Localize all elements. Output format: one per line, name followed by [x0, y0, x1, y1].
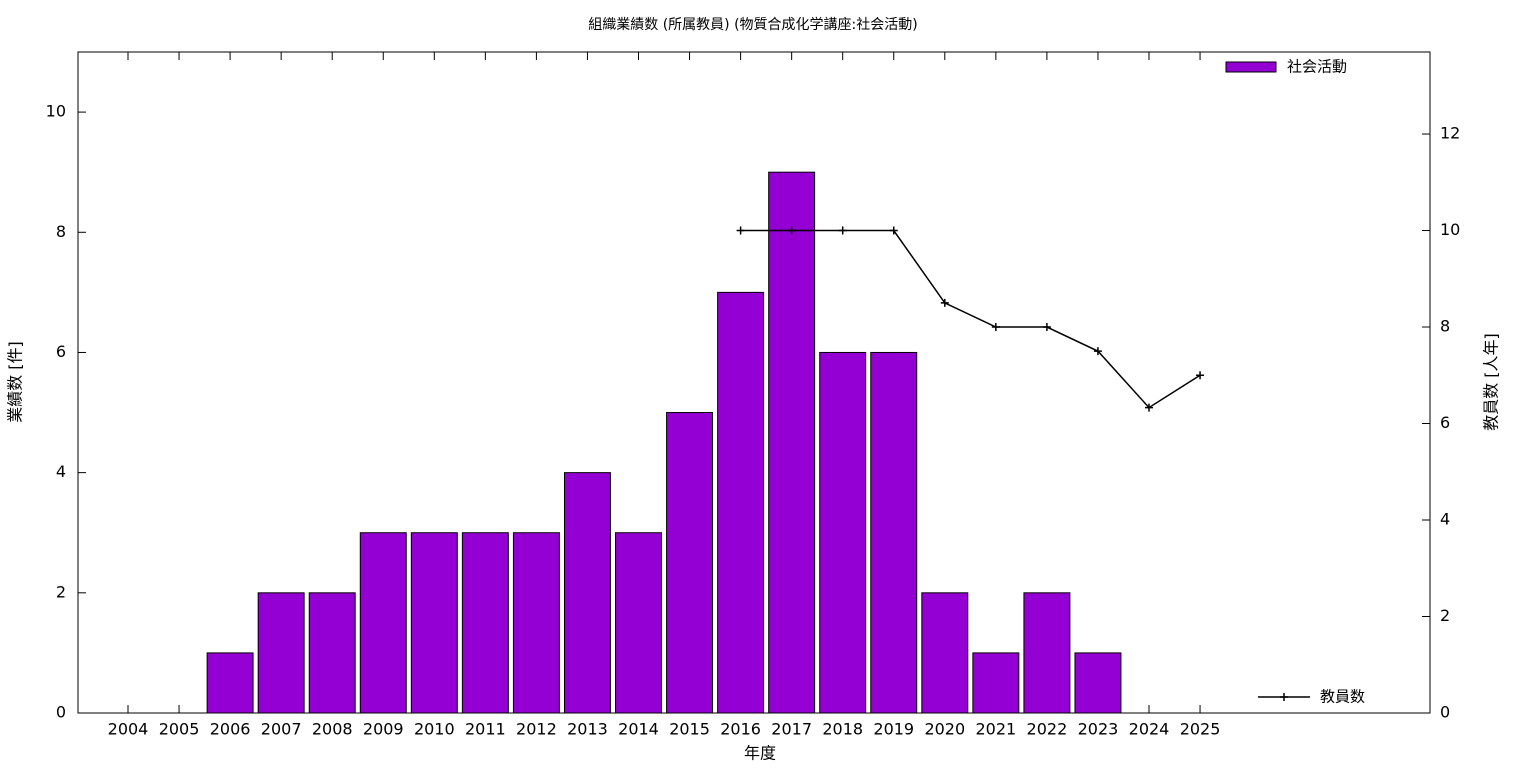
point-marker — [736, 226, 745, 235]
bar — [819, 351, 867, 714]
bar — [768, 171, 816, 714]
bar — [206, 652, 254, 714]
point-marker — [787, 226, 796, 235]
point-marker — [991, 323, 1000, 332]
y2-tick-label: 4 — [1440, 510, 1450, 529]
bar — [461, 532, 509, 714]
x-tick-label: 2016 — [720, 720, 761, 739]
x-tick-label: 2009 — [363, 720, 404, 739]
y-tick-label: 6 — [56, 342, 66, 361]
bar — [1023, 592, 1071, 714]
x-tick-label: 2008 — [312, 720, 353, 739]
x-tick-label: 2017 — [771, 720, 812, 739]
point-marker — [1093, 347, 1102, 356]
x-tick-label: 2010 — [414, 720, 455, 739]
bar — [921, 592, 969, 714]
point-marker — [1042, 323, 1051, 332]
y-axis-label: 業績数 [件] — [6, 341, 25, 423]
bar — [512, 532, 560, 714]
bar — [257, 592, 305, 714]
x-tick-label: 2021 — [975, 720, 1016, 739]
x-tick-label: 2015 — [669, 720, 710, 739]
bar — [359, 532, 407, 714]
point-marker — [838, 226, 847, 235]
x-tick-label: 2007 — [261, 720, 302, 739]
x-tick-label: 2025 — [1180, 720, 1221, 739]
y2-tick-label: 0 — [1440, 703, 1450, 722]
legend-label: 教員数 — [1320, 688, 1365, 706]
bar — [666, 412, 714, 714]
y-tick-label: 8 — [56, 222, 66, 241]
x-tick-label: 2022 — [1027, 720, 1068, 739]
y2-tick-label: 12 — [1440, 124, 1460, 143]
chart-title: 組織業績数 (所属教員) (物質合成化学講座:社会活動) — [588, 17, 917, 33]
bar — [615, 532, 662, 714]
line — [740, 229, 1201, 409]
x-tick-label: 2023 — [1078, 720, 1119, 739]
x-tick-label: 2005 — [159, 720, 200, 739]
x-tick-label: 2024 — [1129, 720, 1170, 739]
legend-swatch — [1225, 61, 1277, 73]
plot-frame — [77, 51, 1431, 714]
bar — [1074, 652, 1122, 714]
y-tick-label: 10 — [46, 102, 66, 121]
bar — [717, 291, 765, 714]
y2-tick-label: 10 — [1440, 220, 1460, 239]
y2-tick-label: 8 — [1440, 317, 1450, 336]
y-tick-label: 0 — [56, 703, 66, 722]
x-axis-label: 年度 — [744, 744, 776, 763]
y-tick-label: 2 — [56, 582, 66, 601]
legend-marker — [1280, 693, 1288, 701]
x-tick-label: 2004 — [108, 720, 149, 739]
bar — [972, 652, 1020, 714]
legend-label: 社会活動 — [1287, 58, 1347, 76]
point-marker — [1145, 403, 1153, 412]
y2-tick-label: 6 — [1440, 413, 1450, 432]
x-tick-label: 2019 — [873, 720, 914, 739]
y2-axis-label: 教員数 [人年] — [1482, 333, 1501, 431]
point-marker — [889, 226, 898, 235]
point-marker — [940, 298, 949, 307]
x-tick-label: 2020 — [924, 720, 965, 739]
y-tick-label: 4 — [56, 462, 66, 481]
x-tick-label: 2018 — [822, 720, 863, 739]
x-tick-label: 2011 — [465, 720, 506, 739]
bar — [410, 532, 458, 714]
bar — [563, 472, 611, 714]
bar — [870, 351, 918, 714]
bar — [308, 592, 356, 714]
x-tick-label: 2014 — [618, 720, 659, 739]
x-tick-label: 2012 — [516, 720, 557, 739]
x-tick-label: 2006 — [210, 720, 251, 739]
y2-tick-label: 2 — [1440, 606, 1450, 625]
x-tick-label: 2013 — [567, 720, 608, 739]
point-marker — [1196, 371, 1205, 380]
